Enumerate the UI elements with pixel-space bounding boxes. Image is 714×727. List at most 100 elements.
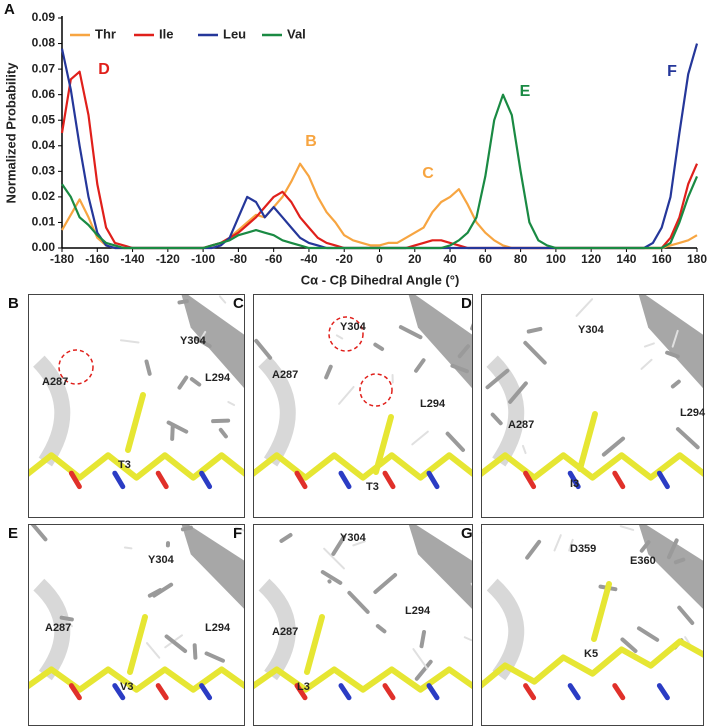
x-tick-label: 60	[479, 252, 493, 266]
x-tick-label: 120	[581, 252, 601, 266]
residue-label: K5	[584, 648, 598, 660]
side-chain-stick	[279, 533, 293, 543]
side-chain-stick	[620, 637, 638, 653]
side-chain-stick	[636, 626, 660, 642]
side-chain-stick	[331, 534, 346, 556]
panel-letter: F	[233, 525, 242, 542]
side-chain-stick	[324, 364, 333, 380]
atom-stick	[656, 683, 670, 701]
series-line	[60, 70, 699, 250]
side-chain-stick	[192, 643, 198, 660]
x-tick-label: -40	[300, 252, 318, 266]
side-chain-stick	[445, 431, 466, 452]
atom-stick	[199, 470, 213, 490]
panel-letter: B	[8, 295, 19, 312]
side-chain-stick	[619, 525, 635, 531]
ligand-side-chain	[577, 411, 598, 472]
series-line	[61, 93, 699, 250]
atom-stick	[523, 683, 537, 701]
helix-ribbon	[258, 355, 296, 467]
x-tick-label: -60	[265, 252, 283, 266]
annotation: C	[422, 165, 434, 182]
side-chain-stick	[463, 636, 473, 642]
backbone-stick	[28, 452, 245, 481]
y-tick-label: 0.05	[32, 112, 56, 126]
side-chain-stick	[568, 538, 574, 552]
y-tick-label: 0.09	[32, 10, 56, 24]
residue-label: Y304	[340, 532, 367, 544]
side-chain-stick	[398, 325, 423, 340]
sheet-ribbon	[638, 294, 704, 390]
annotation: D	[98, 61, 110, 78]
structure-art	[481, 524, 704, 701]
legend-label: Thr	[95, 26, 116, 41]
structure-art	[28, 524, 245, 701]
residue-label: Y304	[578, 324, 605, 336]
side-chain-stick	[575, 298, 594, 317]
backbone-stick	[481, 452, 704, 481]
side-chain-stick	[640, 358, 653, 370]
panel-letter: G	[461, 525, 473, 542]
ligand-side-chain	[304, 614, 325, 675]
side-chain-stick	[119, 339, 140, 344]
side-chain-stick	[211, 418, 231, 424]
y-tick-label: 0.08	[32, 36, 56, 50]
side-chain-stick	[525, 539, 542, 560]
side-chain-stick	[490, 412, 503, 426]
residue-label: T3	[118, 459, 131, 471]
side-chain-stick	[193, 336, 212, 349]
atom-stick	[656, 470, 670, 490]
side-chain-stick	[526, 326, 543, 334]
residue-label: E360	[630, 555, 656, 567]
side-chain-stick	[677, 605, 695, 625]
residue-label: V3	[120, 681, 133, 693]
residue-label: I3	[570, 478, 579, 490]
helix-ribbon	[486, 578, 525, 681]
x-tick-label: 160	[652, 252, 672, 266]
side-chain-stick	[419, 630, 427, 649]
atom-stick	[523, 470, 537, 490]
residue-label: T3	[366, 481, 379, 493]
sheet-ribbon	[638, 524, 704, 610]
y-tick-label: 0.00	[32, 240, 56, 254]
legend-label: Ile	[159, 26, 173, 41]
residue-label: Y304	[180, 335, 207, 347]
y-tick-label: 0.07	[32, 61, 56, 75]
panel-border	[28, 524, 245, 726]
x-tick-label: 0	[376, 252, 383, 266]
side-chain-stick	[375, 624, 387, 634]
structure-art	[481, 294, 704, 490]
panel-border	[481, 294, 704, 518]
structure-panel: Y304 A287 L294 T3	[253, 294, 473, 518]
atom-stick	[426, 470, 440, 490]
side-chain-stick	[347, 590, 370, 614]
backbone-stick	[28, 666, 245, 693]
legend-label: Val	[287, 26, 306, 41]
helix-ribbon	[258, 578, 296, 681]
side-chain-stick	[601, 436, 626, 457]
side-chain-stick	[485, 368, 510, 390]
side-chain-stick	[320, 570, 343, 585]
atom-stick	[382, 470, 396, 490]
x-tick-label: -140	[121, 252, 145, 266]
legend-label: Leu	[223, 26, 246, 41]
backbone-stick	[481, 638, 704, 690]
side-chain-stick	[144, 359, 152, 376]
ligand-side-chain	[125, 392, 146, 453]
atom-stick	[338, 470, 352, 490]
panel-border	[253, 524, 473, 726]
ligand-side-chain	[591, 581, 612, 642]
atom-stick	[382, 683, 396, 701]
side-chain-stick	[481, 536, 483, 544]
side-chain-stick	[177, 299, 189, 305]
atom-stick	[112, 470, 126, 490]
residue-label: L294	[205, 622, 231, 634]
side-chain-stick	[521, 444, 527, 455]
residue-label: L294	[405, 605, 431, 617]
panel-letter: D	[461, 295, 472, 312]
atom-stick	[294, 470, 308, 490]
side-chain-stick	[218, 295, 227, 304]
x-tick-label: 20	[408, 252, 422, 266]
residue-label: L294	[680, 407, 706, 419]
